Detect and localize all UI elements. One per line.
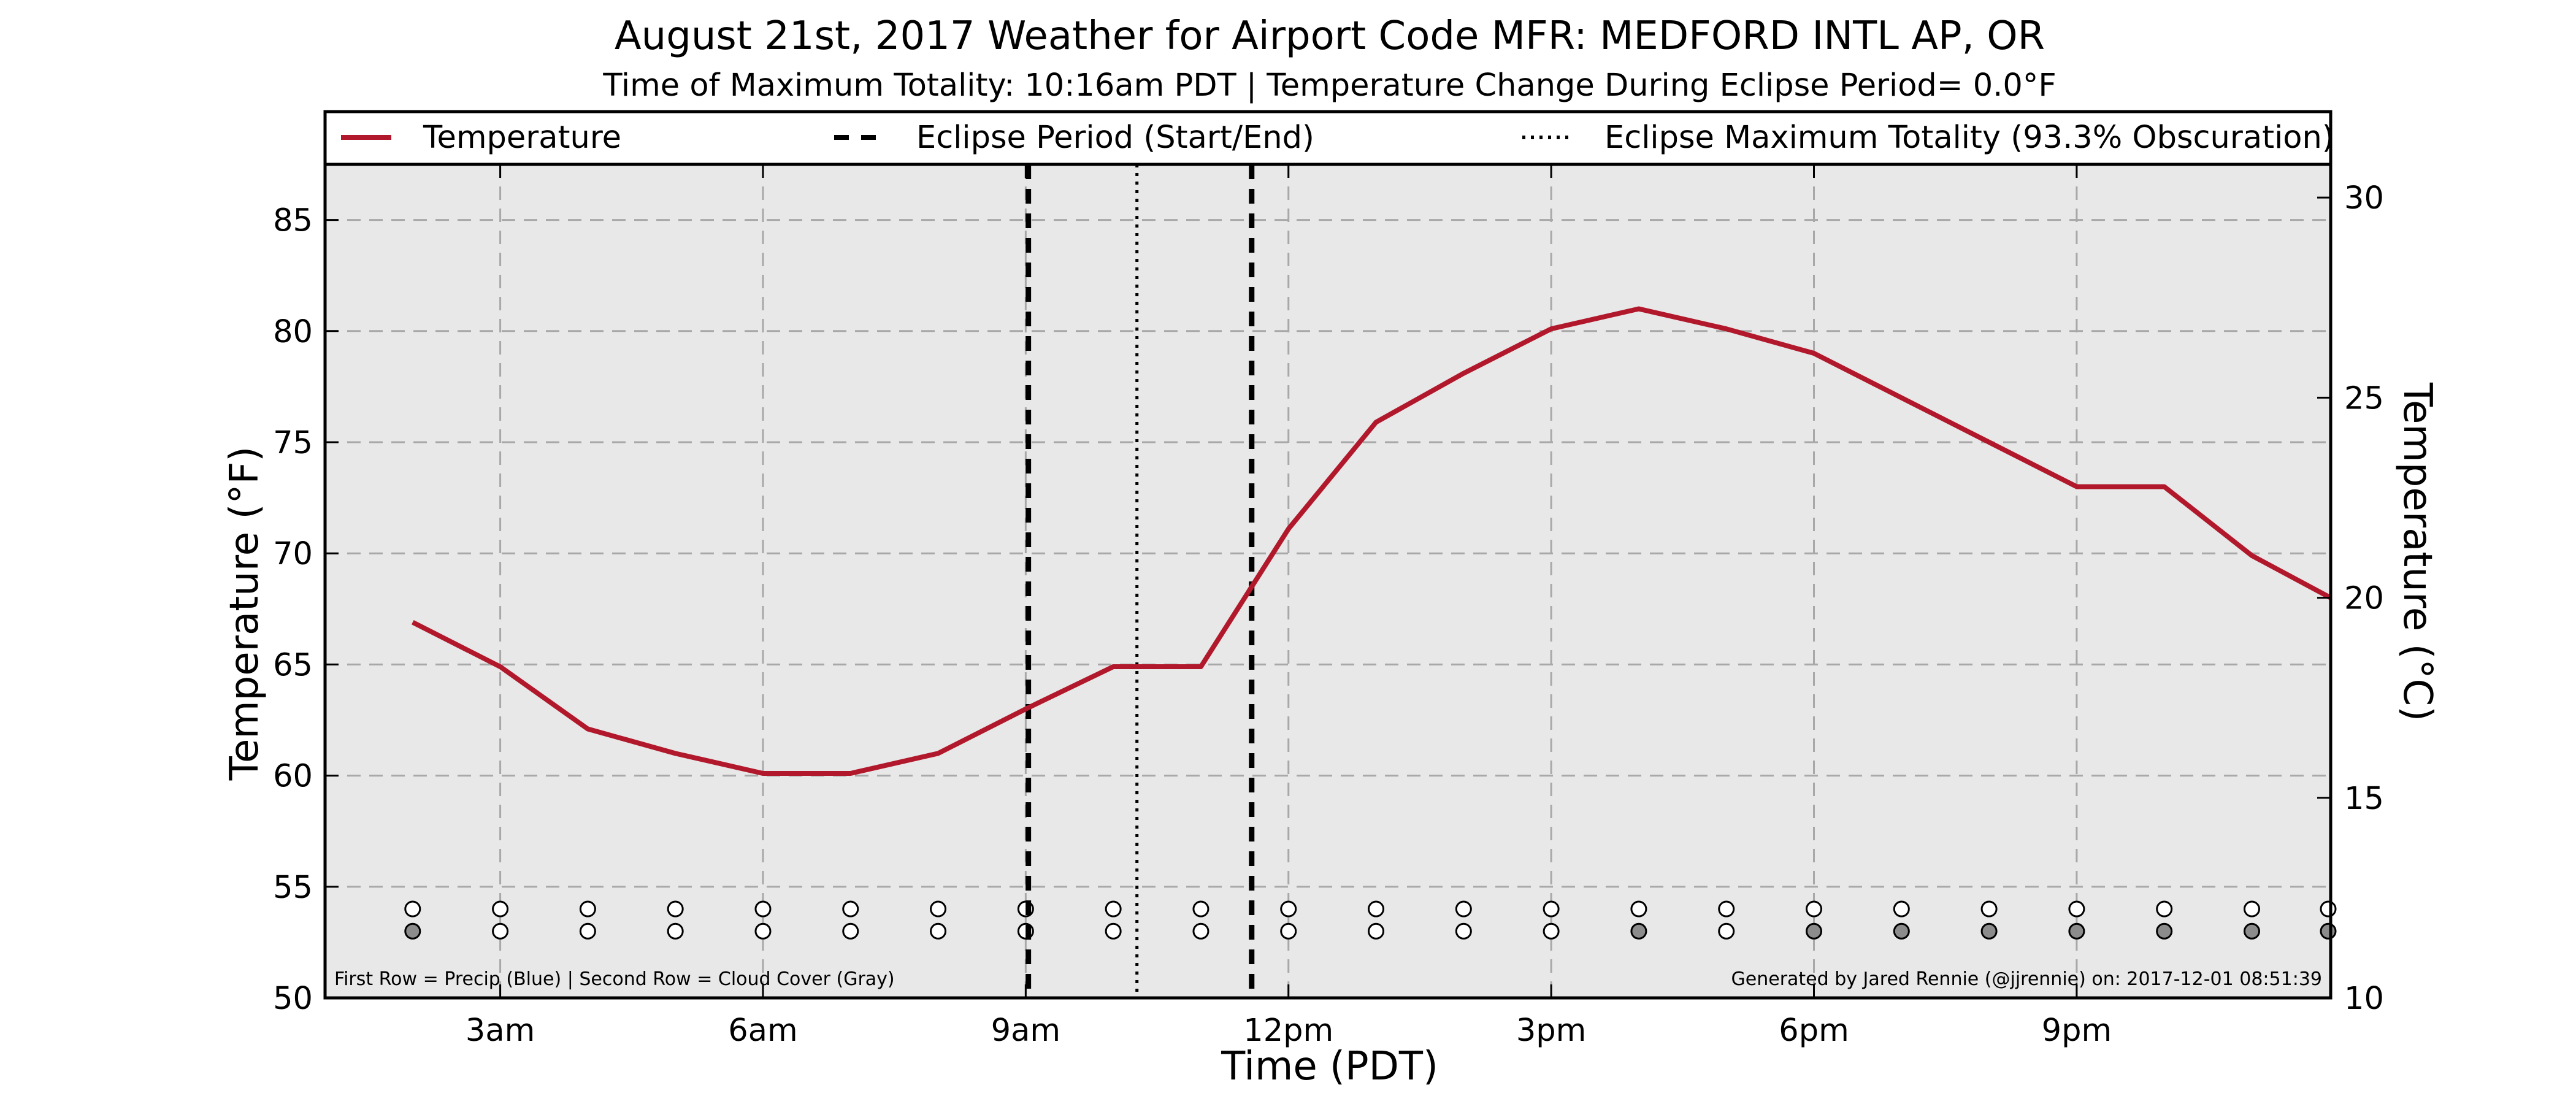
cloud-cover-marker — [1368, 922, 1385, 940]
precip-marker — [1543, 900, 1560, 918]
cloud-cover-marker — [1455, 922, 1472, 940]
precip-marker — [1980, 900, 1998, 918]
cloud-cover-marker — [1105, 922, 1122, 940]
cloud-cover-marker — [1806, 922, 1823, 940]
precip-marker — [2156, 900, 2173, 918]
legend: Temperature Eclipse Period (Start/End) E… — [323, 110, 2334, 166]
cloud-cover-marker — [2320, 922, 2337, 940]
chart-title: August 21st, 2017 Weather for Airport Co… — [615, 13, 2045, 59]
y-axis-label-left: Temperature (°F) — [222, 447, 267, 781]
x-axis: 3am 6am 9am 12pm 3pm 6pm 9pm — [466, 164, 2112, 1049]
y-tick-label: 50 — [273, 981, 313, 1017]
y-tick-label: 75 — [273, 425, 313, 461]
x-tick-label: 6pm — [1779, 1013, 1849, 1049]
cloud-cover-marker — [1280, 922, 1297, 940]
cloud-cover-marker — [579, 922, 596, 940]
precip-marker — [1192, 900, 1209, 918]
y-axis-label-right: Temperature (°C) — [2394, 382, 2440, 721]
y2-tick-label: 15 — [2344, 781, 2384, 817]
y-axis-left: 50 55 60 65 70 75 80 85 — [273, 203, 339, 1017]
x-axis-label: Time (PDT) — [1221, 1044, 1438, 1089]
y-axis-right: 10 15 20 25 30 — [2317, 180, 2384, 1017]
precip-marker — [2243, 900, 2260, 918]
observation-rows — [404, 900, 2337, 940]
legend-label-eclipse-period: Eclipse Period (Start/End) — [916, 120, 1314, 156]
precip-marker — [1455, 900, 1472, 918]
y2-tick-label: 10 — [2344, 981, 2384, 1017]
precip-marker — [842, 900, 859, 918]
precip-marker — [1105, 900, 1122, 918]
cloud-cover-marker — [492, 922, 509, 940]
cloud-cover-marker — [2068, 922, 2085, 940]
cloud-cover-marker — [1718, 922, 1735, 940]
y-tick-label: 55 — [273, 870, 313, 906]
footnote-left: First Row = Precip (Blue) | Second Row =… — [334, 968, 895, 990]
legend-label-temperature: Temperature — [423, 120, 621, 156]
y-tick-label: 65 — [273, 647, 313, 683]
chart-subtitle: Time of Maximum Totality: 10:16am PDT | … — [602, 67, 2056, 104]
precip-marker — [930, 900, 947, 918]
y-tick-label: 80 — [273, 314, 313, 350]
precip-marker — [2320, 900, 2337, 918]
precip-marker — [2068, 900, 2085, 918]
cloud-cover-marker — [1543, 922, 1560, 940]
cloud-cover-marker — [667, 922, 684, 940]
x-tick-label: 9am — [991, 1013, 1060, 1049]
cloud-cover-marker — [842, 922, 859, 940]
cloud-cover-marker — [404, 922, 421, 940]
precip-marker — [1630, 900, 1647, 918]
cloud-cover-marker — [1630, 922, 1647, 940]
footnote-right: Generated by Jared Rennie (@jjrennie) on… — [1731, 968, 2322, 990]
precip-marker — [1368, 900, 1385, 918]
precip-marker — [404, 900, 421, 918]
cloud-cover-marker — [1980, 922, 1998, 940]
grid — [325, 164, 2331, 998]
y-tick-label: 85 — [273, 203, 313, 239]
series-layer — [411, 306, 2332, 776]
eclipse-markers — [1025, 164, 1255, 998]
precip-marker — [754, 900, 772, 918]
x-tick-label: 12pm — [1243, 1013, 1333, 1049]
y-tick-label: 60 — [273, 759, 313, 795]
cloud-cover-marker — [1893, 922, 1910, 940]
x-tick-label: 3pm — [1516, 1013, 1587, 1049]
plot-area — [323, 163, 2333, 1000]
x-tick-label: 3am — [466, 1013, 535, 1049]
legend-label-eclipse-max: Eclipse Maximum Totality (93.3% Obscurat… — [1604, 120, 2334, 156]
cloud-cover-marker — [1192, 922, 1209, 940]
precip-marker — [667, 900, 684, 918]
precip-marker — [1893, 900, 1910, 918]
cloud-cover-marker — [2243, 922, 2260, 940]
cloud-cover-marker — [930, 922, 947, 940]
y2-tick-label: 25 — [2344, 380, 2384, 416]
cloud-cover-marker — [754, 922, 772, 940]
cloud-cover-marker — [2156, 922, 2173, 940]
precip-marker — [492, 900, 509, 918]
precip-marker — [579, 900, 596, 918]
x-tick-label: 9pm — [2042, 1013, 2112, 1049]
temperature-line — [411, 306, 2332, 776]
x-tick-label: 6am — [728, 1013, 797, 1049]
legend-box — [323, 110, 2333, 166]
y2-tick-label: 30 — [2344, 180, 2384, 217]
y2-tick-label: 20 — [2344, 581, 2384, 617]
precip-marker — [1280, 900, 1297, 918]
precip-marker — [1806, 900, 1823, 918]
y-tick-label: 70 — [273, 536, 313, 572]
precip-marker — [1718, 900, 1735, 918]
